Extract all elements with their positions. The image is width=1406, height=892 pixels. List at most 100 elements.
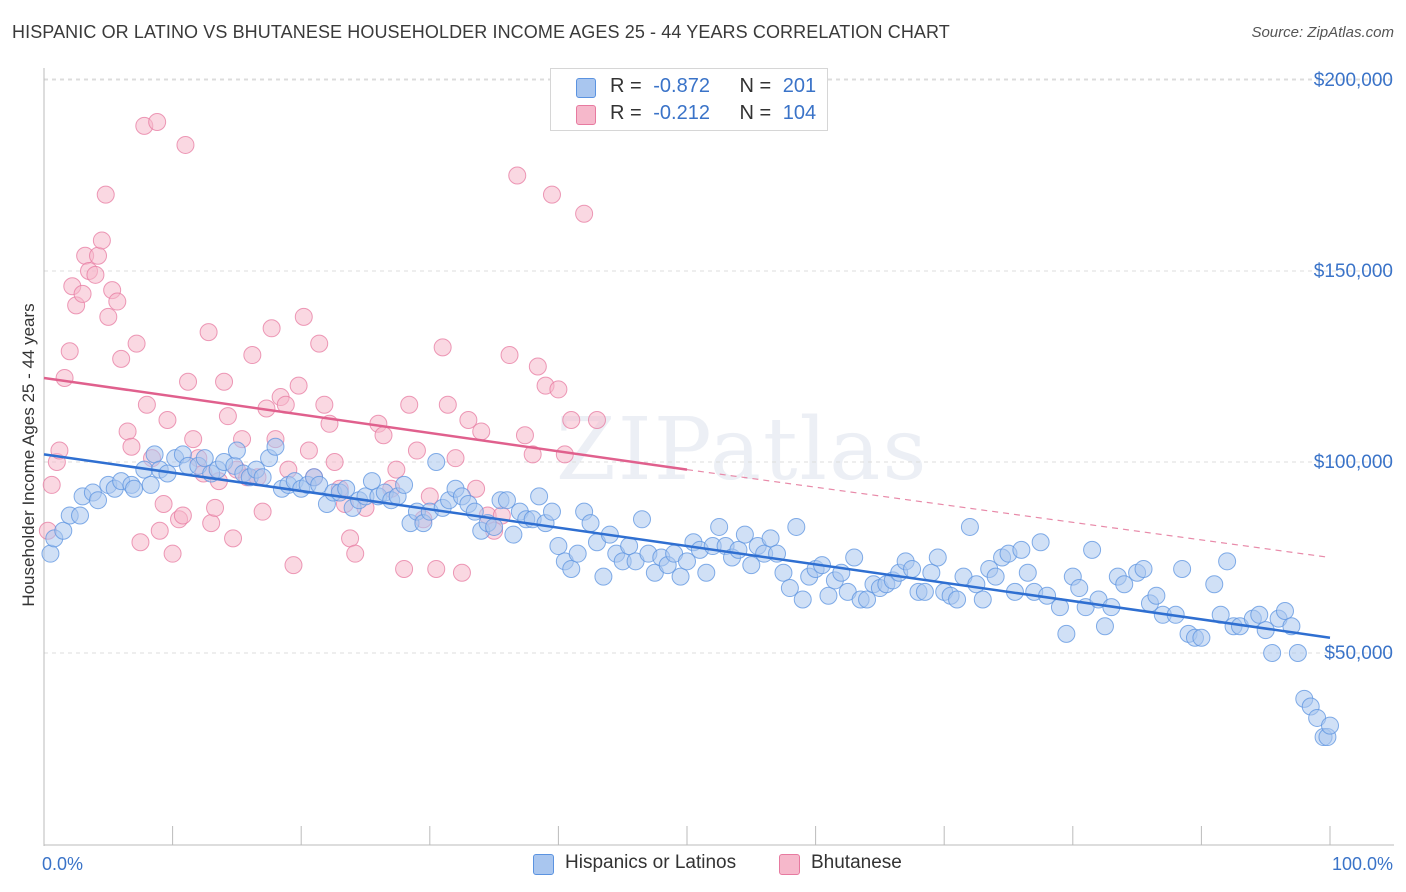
source-label: Source: ZipAtlas.com	[1251, 24, 1394, 41]
hispanic-point	[903, 559, 922, 578]
hispanic-point	[787, 517, 806, 536]
hispanic-point	[819, 586, 838, 605]
bhutanese-point	[452, 563, 471, 582]
hispanic-point	[1115, 575, 1134, 594]
bhutanese-point	[515, 426, 534, 445]
hispanic-points	[41, 437, 1339, 747]
x-tick-label: 0.0%	[42, 854, 83, 874]
hispanic-point	[594, 567, 613, 586]
bhutanese-point	[374, 426, 393, 445]
bhutanese-point	[446, 449, 465, 468]
bhutanese-point	[42, 475, 61, 494]
x-tick-label: 100.0%	[1332, 854, 1393, 874]
hispanic-point	[362, 472, 381, 491]
bhutanese-point	[112, 349, 131, 368]
hispanic-point	[1147, 586, 1166, 605]
bhutanese-point	[427, 559, 446, 578]
hispanic-point	[1134, 559, 1153, 578]
hispanic-point	[549, 537, 568, 556]
bhutanese-point	[395, 559, 414, 578]
watermark-logo: ZIPatlas	[556, 400, 929, 500]
hispanic-point	[1321, 716, 1339, 735]
bhutanese-point	[173, 506, 192, 525]
hispanic-point	[729, 540, 748, 559]
bhutanese-point	[262, 319, 281, 338]
bhutanese-point	[202, 514, 221, 533]
hispanic-point	[1173, 559, 1192, 578]
hispanic-point	[928, 548, 947, 567]
bhutanese-point	[438, 395, 457, 414]
hispanic-point	[497, 491, 516, 510]
bottom-legend-swatch-bhutanese	[779, 854, 800, 875]
hispanic-point	[542, 502, 561, 521]
bhutanese-point	[294, 307, 313, 326]
bhutanese-point	[346, 544, 365, 563]
hispanic-point	[1095, 617, 1114, 636]
bhutanese-point	[243, 346, 262, 365]
hispanic-point	[922, 563, 941, 582]
hispanic-point	[141, 475, 160, 494]
hispanic-point	[1031, 533, 1050, 552]
bhutanese-point	[163, 544, 182, 563]
hispanic-point	[632, 510, 651, 529]
hispanic-point	[41, 544, 60, 563]
bhutanese-points	[38, 113, 606, 582]
hispanic-point	[1288, 644, 1307, 662]
hispanic-point	[427, 453, 446, 471]
hispanic-point	[1057, 624, 1076, 643]
hispanic-point	[530, 487, 549, 506]
hispanic-point	[735, 525, 754, 544]
bhutanese-point	[433, 338, 452, 357]
bhutanese-point	[148, 113, 167, 132]
hispanic-point	[858, 590, 877, 609]
hispanic-trend-line	[43, 453, 1331, 639]
hispanic-point	[71, 506, 90, 525]
legend-r-value: -0.872	[653, 75, 710, 97]
bhutanese-trend-line	[43, 376, 688, 471]
legend-swatch-bhutanese	[576, 105, 596, 125]
bhutanese-point	[108, 292, 127, 311]
bhutanese-point	[459, 410, 478, 429]
bhutanese-point	[508, 166, 527, 185]
bhutanese-point	[549, 380, 568, 399]
hispanic-point	[125, 479, 144, 498]
hispanic-point	[1012, 540, 1031, 559]
hispanic-point	[1083, 540, 1102, 559]
bhutanese-point	[253, 502, 272, 521]
axes	[43, 68, 1394, 846]
bhutanese-point	[215, 372, 234, 391]
hispanic-point	[671, 567, 690, 586]
hispanic-point	[504, 525, 523, 544]
bhutanese-point	[89, 246, 108, 265]
legend-r-label: R =	[610, 102, 642, 124]
hispanic-point	[145, 445, 164, 464]
hispanic-point	[948, 590, 967, 609]
hispanic-point	[1205, 575, 1224, 594]
grid-lines	[44, 78, 1395, 654]
hispanic-point	[915, 582, 934, 601]
hispanic-point	[697, 563, 716, 582]
bhutanese-point	[99, 307, 118, 326]
bhutanese-point	[472, 422, 491, 441]
correlation-legend: R = -0.872 N = 201 R = -0.212 N = 104	[550, 68, 828, 131]
hispanic-point	[742, 556, 761, 575]
bottom-legend-label-bhutanese: Bhutanese	[811, 852, 902, 873]
legend-n-label: N =	[739, 75, 772, 97]
y-tick-label: $150,000	[1314, 261, 1393, 282]
bhutanese-point	[523, 445, 542, 464]
bhutanese-point	[289, 376, 308, 395]
hispanic-point	[54, 521, 73, 540]
bhutanese-point	[224, 529, 243, 548]
hispanic-point	[1192, 628, 1211, 647]
hispanic-point	[678, 552, 696, 571]
hispanic-point	[967, 575, 986, 594]
bhutanese-point	[315, 395, 334, 414]
bhutanese-point	[73, 284, 92, 303]
hispanic-point	[1070, 579, 1089, 598]
hispanic-point	[266, 437, 285, 456]
y-tick-label: $200,000	[1314, 70, 1393, 91]
legend-n-label: N =	[739, 102, 772, 124]
bhutanese-point	[154, 495, 173, 514]
bhutanese-point	[150, 521, 169, 540]
